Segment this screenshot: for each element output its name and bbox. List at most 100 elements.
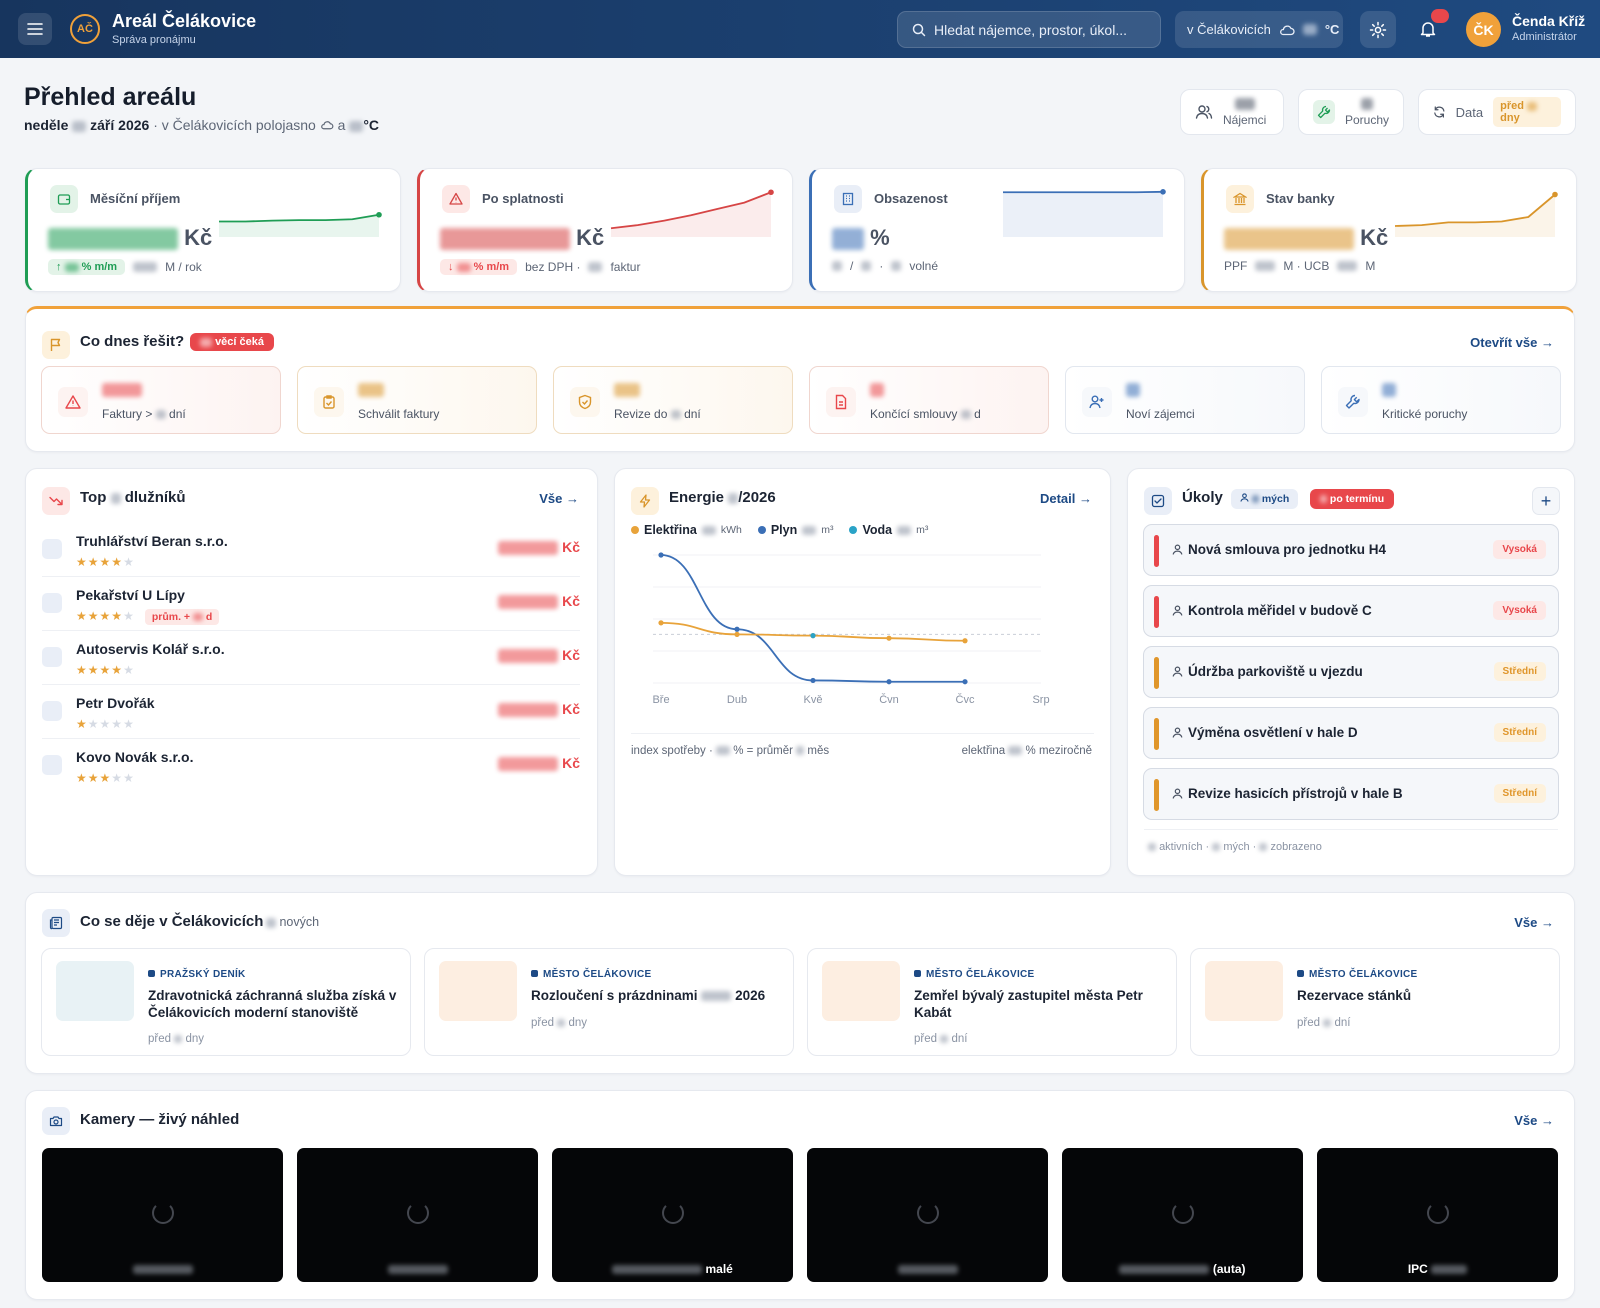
tile-icon-wrap xyxy=(1338,387,1368,417)
legend-item[interactable]: Plyn m³ xyxy=(757,523,834,537)
camera-label-post: malé xyxy=(705,1262,733,1276)
data-label: Data xyxy=(1455,104,1484,120)
camera-feed[interactable]: malé xyxy=(552,1148,793,1282)
kpi-card[interactable]: Měsíční příjem Kč ↑ % m/m M / rok xyxy=(25,168,401,292)
camera-feed[interactable] xyxy=(42,1148,283,1282)
energy-detail-link[interactable]: Detail → xyxy=(1039,491,1092,506)
add-task-button[interactable]: + xyxy=(1532,487,1560,515)
data-point[interactable] xyxy=(886,635,892,641)
debtor-row[interactable]: Truhlářství Beran s.r.o. ★★★★★ Kč xyxy=(42,525,580,577)
weather-widget[interactable]: v Čelákovicích °C xyxy=(1175,11,1343,48)
user-menu[interactable]: Čenda Kříž Administrátor xyxy=(1512,13,1585,43)
series-line xyxy=(660,554,965,683)
task-title-text: Výměna osvětlení v hale D xyxy=(1188,725,1358,740)
sparkline-end-dot xyxy=(376,211,382,218)
news-item[interactable]: MĚSTO ČELÁKOVICE Rezervace stánků před d… xyxy=(1190,948,1560,1056)
notifications-button[interactable] xyxy=(1413,9,1449,44)
news-item[interactable]: MĚSTO ČELÁKOVICE Zemřel bývalý zastupite… xyxy=(807,948,1177,1056)
today-tile[interactable]: Kritické poruchy xyxy=(1321,366,1561,434)
kpi-card[interactable]: Stav banky Kč PPF M · UCB M xyxy=(1201,168,1577,292)
news-item[interactable]: MĚSTO ČELÁKOVICE Rozloučení s prázdninam… xyxy=(424,948,794,1056)
news-all-link[interactable]: Vše → xyxy=(1514,915,1554,930)
cloud-icon xyxy=(1279,24,1295,35)
camera-feed[interactable]: IPC xyxy=(1317,1148,1558,1282)
star-icon: ★ xyxy=(123,717,135,731)
blurred-value xyxy=(940,1034,949,1043)
data-point[interactable] xyxy=(962,638,968,644)
kpi-card[interactable]: Po splatnosti Kč ↓ % m/m bez DPH · faktur xyxy=(417,168,793,292)
blurred-value xyxy=(498,595,559,610)
debtor-row[interactable]: Pekařství U Lípy ★★★★★ prům. + d Kč xyxy=(42,579,580,631)
data-point[interactable] xyxy=(734,631,740,637)
task-item[interactable]: Výměna osvětlení v hale D Střední xyxy=(1143,707,1559,759)
legend-item[interactable]: Elektřina kWh xyxy=(631,523,742,537)
data-point[interactable] xyxy=(658,620,664,626)
star-icon: ★ xyxy=(99,717,112,731)
today-tile[interactable]: Noví zájemci xyxy=(1065,366,1305,434)
tasks-overdue-chip[interactable]: po termínu xyxy=(1310,489,1395,509)
wallet-icon xyxy=(57,194,71,205)
camera-label xyxy=(42,1262,283,1276)
settings-button[interactable] xyxy=(1360,11,1396,48)
blurred-value xyxy=(832,261,842,271)
news-time: před dní xyxy=(1297,1017,1350,1029)
camera-feed[interactable] xyxy=(297,1148,538,1282)
today-tile[interactable]: Schválit faktury xyxy=(297,366,537,434)
today-tile[interactable]: Končící smlouvy d xyxy=(809,366,1049,434)
debtor-row[interactable]: Kovo Novák s.r.o. ★★★★★ Kč xyxy=(42,741,580,793)
tile-label-text: Kritické poruchy xyxy=(1382,407,1468,421)
today-title: Co dnes řešit? xyxy=(80,333,185,350)
debtor-rating: ★★★★★ prům. + d xyxy=(76,609,220,625)
cameras-all-link[interactable]: Vše → xyxy=(1514,1113,1554,1128)
today-open-all-link[interactable]: Otevřít vše → xyxy=(1470,335,1554,350)
kpi-foot: bez DPH · xyxy=(525,260,581,274)
today-tile[interactable]: Faktury > dní xyxy=(41,366,281,434)
blurred-value xyxy=(701,991,732,1002)
data-refresh-button[interactable]: Data před dny xyxy=(1418,89,1576,135)
debtor-row[interactable]: Petr Dvořák ★★★★★ Kč xyxy=(42,687,580,739)
avatar[interactable]: ČK xyxy=(1466,12,1501,47)
kpi-value: % xyxy=(832,225,890,251)
loading-spinner-icon xyxy=(917,1202,939,1224)
blurred-value xyxy=(1126,382,1140,397)
kpi-icon-wrap xyxy=(1226,185,1254,213)
task-item[interactable]: Revize hasicích přístrojů v hale B Střed… xyxy=(1143,768,1559,820)
task-item[interactable]: Údržba parkoviště u vjezdu Střední xyxy=(1143,646,1559,698)
data-point[interactable] xyxy=(810,633,816,639)
data-point[interactable] xyxy=(962,679,968,685)
debtors-all-link[interactable]: Vše → xyxy=(539,491,579,506)
debtor-row[interactable]: Autoservis Kolář s.r.o. ★★★★★ Kč xyxy=(42,633,580,685)
faults-button[interactable]: Poruchy xyxy=(1298,89,1404,135)
sparkline-end-dot xyxy=(768,189,774,196)
kpi-foot: M · UCB xyxy=(1283,259,1330,273)
search-input[interactable]: Hledat nájemce, prostor, úkol... xyxy=(897,11,1161,48)
legend-unit: m³ xyxy=(821,524,834,536)
camera-feed[interactable]: (auta) xyxy=(1062,1148,1303,1282)
legend-item[interactable]: Voda m³ xyxy=(849,523,928,537)
kpi-value: Kč xyxy=(1224,225,1388,251)
kpi-card[interactable]: Obsazenost % / · volné xyxy=(809,168,1185,292)
menu-button[interactable] xyxy=(18,13,52,45)
blurred-value xyxy=(1224,228,1354,251)
tenants-button[interactable]: Nájemci xyxy=(1180,89,1284,135)
kpi-footer: ↑ % m/m M / rok xyxy=(48,259,202,275)
kpi-foot: faktur xyxy=(610,260,641,274)
news-source: MĚSTO ČELÁKOVICE xyxy=(914,969,1035,980)
kpi-change-chip: ↓ % m/m xyxy=(440,259,518,275)
today-tile[interactable]: Revize do dní xyxy=(553,366,793,434)
data-point[interactable] xyxy=(734,626,740,632)
kpi-sparkline xyxy=(1003,189,1166,237)
task-item[interactable]: Nová smlouva pro jednotku H4 Vysoká xyxy=(1143,524,1559,576)
tasks-mine-chip[interactable]: mých xyxy=(1231,489,1299,509)
user-plus-icon xyxy=(1089,395,1104,409)
task-item[interactable]: Kontrola měřidel v budově C Vysoká xyxy=(1143,585,1559,637)
data-point[interactable] xyxy=(810,677,816,684)
data-point[interactable] xyxy=(658,552,664,558)
gear-icon xyxy=(1369,21,1387,38)
news-item[interactable]: PRAŽSKÝ DENÍK Zdravotnická záchranná slu… xyxy=(41,948,411,1056)
tile-label-text: Noví zájemci xyxy=(1126,407,1195,421)
data-point[interactable] xyxy=(886,679,892,685)
loading-spinner-icon xyxy=(1427,1202,1449,1224)
camera-feed[interactable] xyxy=(807,1148,1048,1282)
star-icon: ★ xyxy=(99,771,112,785)
